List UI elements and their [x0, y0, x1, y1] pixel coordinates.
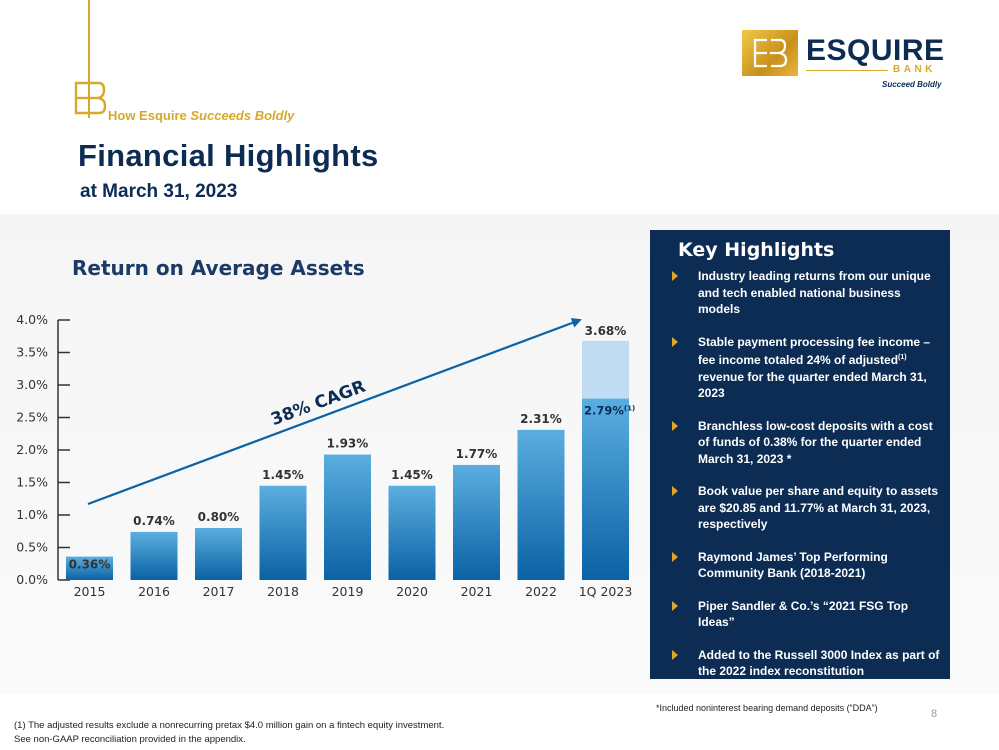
x-tick-label: 2019: [332, 584, 364, 599]
y-tick-label: 1.5%: [16, 475, 48, 490]
bar-adjusted: [582, 398, 629, 580]
bullet-icon: [672, 486, 678, 496]
bullet-icon: [672, 649, 678, 660]
dda-footnote: *Included noninterest bearing demand dep…: [656, 703, 878, 713]
x-tick-label: 2020: [396, 584, 428, 599]
bar-value-label: 1.45%: [262, 468, 304, 482]
y-tick-label: 0.5%: [16, 540, 48, 555]
bar: [517, 429, 565, 580]
x-tick-label: 2021: [461, 584, 493, 599]
cagr-label: 38% CAGR: [268, 377, 368, 431]
footnote-line: (1) The adjusted results exclude a nonre…: [14, 720, 445, 731]
y-tick-label: 3.0%: [16, 377, 48, 392]
page-number: 8: [931, 708, 938, 720]
y-tick-label: 1.0%: [16, 507, 48, 522]
bullet-icon: [672, 271, 678, 281]
bar-value-label: 0.80%: [198, 510, 240, 524]
y-tick-label: 4.0%: [16, 312, 48, 327]
logo-bank-text: BANK: [893, 64, 936, 75]
bar-value-label: 3.68%: [585, 324, 627, 338]
x-tick-label: 1Q 2023: [579, 584, 633, 599]
page-subtitle: at March 31, 2023: [80, 181, 238, 202]
bar-value-label: 2.31%: [520, 412, 562, 426]
x-tick-label: 2022: [525, 584, 557, 599]
chart-title: Return on Average Assets: [72, 256, 365, 280]
x-tick-label: 2016: [138, 584, 170, 599]
y-tick-label: 2.5%: [16, 410, 48, 425]
roa-bar-chart: 0.0% 0.5% 1.0% 1.5% 2.0% 2.5% 3.0% 3.5% 4.0% 0.3…: [16, 312, 635, 599]
bar-value-label: 1.93%: [327, 437, 369, 451]
bar-adjusted-label: 2.79%(1): [584, 404, 635, 418]
highlight-item: Piper Sandler & Co.’s “2021 FSG Top Idea…: [672, 598, 942, 631]
key-highlights-panel: Key Highlights Industry leading returns …: [650, 230, 950, 679]
highlight-item: Added to the Russell 3000 Index as part …: [672, 647, 942, 680]
bar: [259, 485, 307, 580]
highlight-item: Book value per share and equity to asset…: [672, 483, 942, 533]
tagline: How Esquire Succeeds Boldly: [108, 108, 295, 123]
bar-value-label: 0.36%: [69, 558, 111, 572]
bullet-icon: [672, 420, 678, 431]
bar-value-label: 0.74%: [133, 514, 175, 528]
footnote: (1) The adjusted results exclude a nonre…: [14, 719, 444, 747]
highlight-item: Branchless low-cost deposits with a cost…: [672, 418, 942, 468]
logo-tagline: Succeed Boldly: [882, 80, 942, 89]
header-gold-rule: [88, 0, 90, 118]
x-tick-label: 2015: [74, 584, 106, 599]
bar: [324, 454, 371, 580]
logo-divider: [806, 70, 888, 71]
bar: [388, 485, 436, 580]
bullet-icon: [672, 600, 678, 611]
key-highlights-title: Key Highlights: [678, 239, 835, 261]
y-tick-label: 2.0%: [16, 442, 48, 457]
bullet-icon: [672, 336, 678, 347]
x-tick-label: 2018: [267, 584, 299, 599]
page-title: Financial Highlights: [78, 138, 379, 173]
highlight-item: Stable payment processing fee income – f…: [672, 334, 942, 402]
highlight-item: Industry leading returns from our unique…: [672, 268, 942, 318]
bar: [195, 528, 242, 580]
esquire-logo-icon: [742, 30, 798, 76]
x-tick-label: 2017: [203, 584, 235, 599]
bar-value-label: 1.77%: [456, 447, 498, 461]
y-tick-label: 0.0%: [16, 572, 48, 587]
bar: [453, 464, 500, 580]
bar: [66, 556, 113, 580]
highlight-item: Raymond James’ Top Performing Community …: [672, 549, 942, 582]
footnote-mark: (1): [624, 405, 635, 413]
bar: [130, 531, 178, 580]
cagr-arrow: [87, 318, 582, 506]
y-tick-label: 3.5%: [16, 345, 48, 360]
bar-value-label: 1.45%: [391, 468, 433, 482]
logo-wordmark: ESQUIRE: [806, 34, 945, 67]
key-highlights-list: Industry leading returns from our unique…: [672, 268, 942, 696]
eb-monogram-icon: [74, 81, 106, 115]
bullet-icon: [672, 551, 678, 562]
footnote-line: See non-GAAP reconciliation provided in …: [14, 734, 246, 745]
